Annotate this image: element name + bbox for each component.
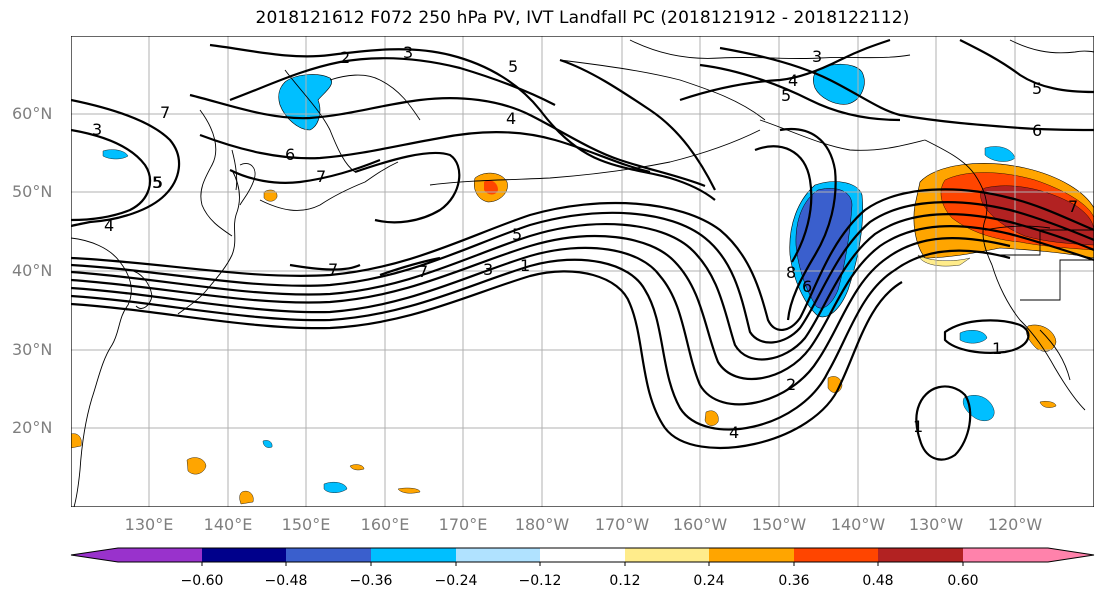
- colorbar-segment: [878, 548, 963, 562]
- contour-label: 6: [1032, 121, 1042, 140]
- lon-label-120w: 120°W: [987, 515, 1043, 534]
- colorbar-tick: 0.24: [693, 573, 725, 589]
- lon-label-170w: 170°W: [594, 515, 650, 534]
- contour-label: 3: [403, 43, 413, 62]
- colorbar-segment: [202, 548, 286, 562]
- contour-label: 5: [152, 173, 162, 192]
- colorbar-segment: [963, 548, 1094, 562]
- lon-label-140e: 140°E: [203, 515, 253, 534]
- contour-label-layer: 2 3 5 3 4 5 5 6 6 4 3 7 5 4 7 7 7 3 1 5 …: [92, 43, 1078, 442]
- colorbar-tick: −0.12: [518, 573, 562, 589]
- contour-label: 5: [781, 86, 791, 105]
- colorbar-outline: [70, 547, 1095, 563]
- contour-label: 4: [104, 216, 114, 235]
- colorbar-segment: [794, 548, 878, 562]
- contour-label: 1: [992, 339, 1002, 358]
- contour-label: 6: [285, 145, 295, 164]
- contour-label: 3: [483, 260, 493, 279]
- map-panel: 2 3 5 3 4 5 5 6 6 4 3 7 5 4 7 7 7 3 1 5 …: [71, 36, 1094, 507]
- colorbar-tick: −0.36: [349, 573, 393, 589]
- colorbar-tick: −0.24: [434, 573, 478, 589]
- contour-label: 7: [160, 103, 170, 122]
- contour-label: 2: [340, 48, 350, 67]
- colorbar-segment: [625, 548, 709, 562]
- contour-label: 6: [802, 277, 812, 296]
- lon-label-130w: 130°W: [908, 515, 964, 534]
- contour-label: 7: [418, 262, 428, 281]
- colorbar-segment: [371, 548, 456, 562]
- contour-label: 7: [316, 167, 326, 186]
- lon-label-170e: 170°E: [438, 515, 488, 534]
- contour-label: 3: [812, 47, 822, 66]
- lat-label-50n: 50°N: [12, 182, 53, 201]
- contour-label: 7: [1068, 197, 1078, 216]
- lat-label-60n: 60°N: [12, 104, 53, 123]
- contour-label: 5: [508, 57, 518, 76]
- colorbar-segment: [71, 548, 202, 562]
- colorbar: [70, 547, 1095, 566]
- colorbar-tick: 0.36: [778, 573, 810, 589]
- pv-contours: [71, 38, 1094, 461]
- contour-label: 5: [1032, 79, 1042, 98]
- colorbar-tick: 0.60: [947, 573, 979, 589]
- contour-label: 8: [786, 263, 796, 282]
- lon-label-160w: 160°W: [672, 515, 728, 534]
- lat-label-20n: 20°N: [12, 418, 53, 437]
- contour-label: 1: [913, 417, 923, 436]
- lon-label-150e: 150°E: [281, 515, 331, 534]
- colorbar-segment: [540, 548, 625, 562]
- lon-label-130e: 130°E: [124, 515, 174, 534]
- lon-label-180w: 180°W: [514, 515, 570, 534]
- contour-label: 7: [328, 260, 338, 279]
- contour-label: 3: [92, 120, 102, 139]
- lon-label-160e: 160°E: [360, 515, 410, 534]
- contour-label: 4: [506, 109, 516, 128]
- contour-label: 5: [153, 173, 163, 192]
- lat-label-40n: 40°N: [12, 261, 53, 280]
- contour-label: 5: [512, 225, 522, 244]
- colorbar-segment: [709, 548, 794, 562]
- colorbar-segment: [286, 548, 371, 562]
- contour-label: 4: [729, 423, 739, 442]
- lat-label-30n: 30°N: [12, 340, 53, 359]
- map-title: 2018121612 F072 250 hPa PV, IVT Landfall…: [255, 8, 910, 28]
- lon-label-150w: 150°W: [751, 515, 807, 534]
- contour-label: 2: [786, 375, 796, 394]
- colorbar-tick: −0.48: [264, 573, 308, 589]
- lon-label-140w: 140°W: [830, 515, 886, 534]
- colorbar-segment: [456, 548, 540, 562]
- contour-label: 1: [520, 256, 530, 275]
- colorbar-tick: −0.60: [180, 573, 224, 589]
- positive-anomaly-yellow-edge: [917, 254, 971, 267]
- colorbar-tick: 0.12: [609, 573, 641, 589]
- contour-label: 4: [788, 71, 798, 90]
- colorbar-segments: [70, 547, 1095, 566]
- graticule: [71, 36, 1094, 507]
- colorbar-tick: 0.48: [862, 573, 894, 589]
